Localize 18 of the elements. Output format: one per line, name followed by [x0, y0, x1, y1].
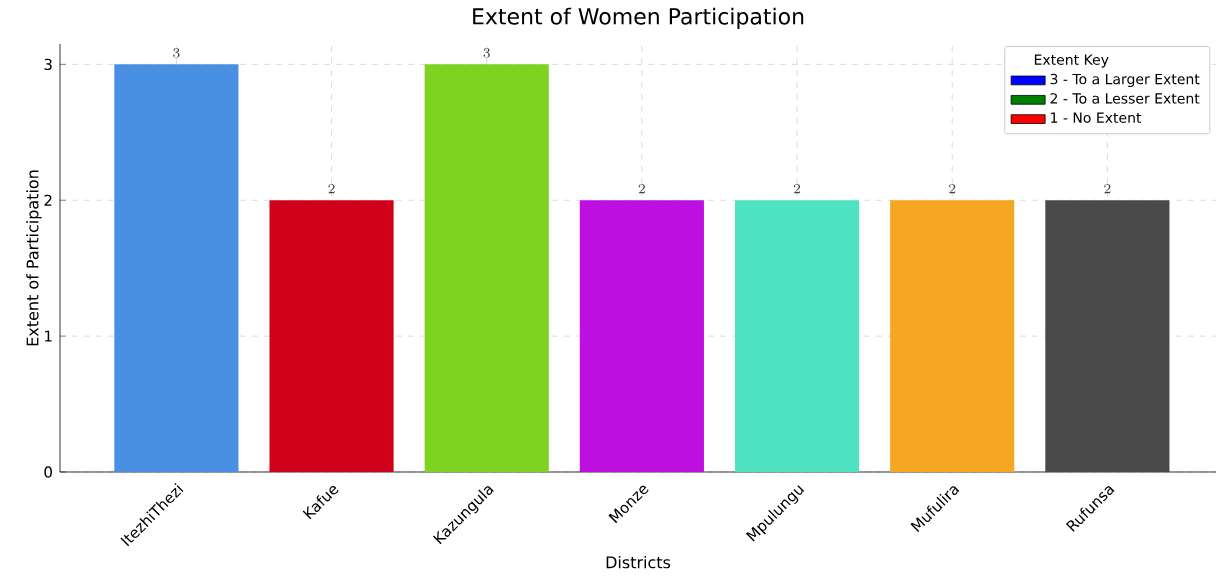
y-tick-label: 0: [44, 466, 52, 478]
data-label: 2: [638, 183, 645, 194]
y-tick-label: 1: [45, 330, 52, 342]
y-tick-label: 2: [44, 194, 52, 206]
x-axis-title: Districts: [606, 555, 671, 569]
data-label: 3: [483, 48, 490, 58]
legend-label: 2 - To a Lesser Extent: [1050, 93, 1200, 104]
data-label: 2: [328, 183, 335, 194]
chart-title: Extent of Women Participation: [473, 7, 804, 29]
y-axis-title: Extent of Participation: [26, 170, 42, 346]
legend-label: 1 - No Extent: [1051, 112, 1142, 123]
data-label: 2: [949, 183, 956, 194]
data-label: 2: [793, 183, 801, 194]
data-label: 2: [1104, 183, 1111, 194]
legend-label: 3 - To a Larger Extent: [1050, 73, 1200, 88]
legend-title: Extent Key: [1034, 54, 1109, 68]
data-label: 3: [173, 48, 180, 58]
y-tick-label: 3: [44, 58, 52, 71]
